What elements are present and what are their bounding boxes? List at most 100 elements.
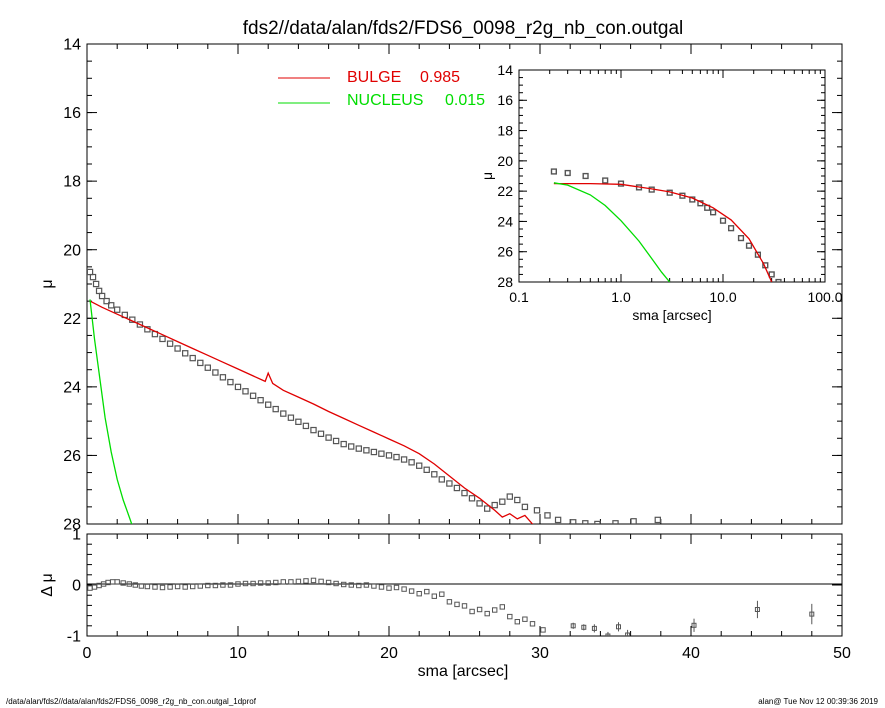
main-data-point <box>295 418 302 426</box>
main-data-point <box>272 405 279 413</box>
residual-y-axis-label: Δ μ <box>39 573 56 596</box>
main-y-tick-label: 14 <box>63 37 81 54</box>
resid-data-point <box>138 583 145 589</box>
inset-data-point <box>710 209 717 216</box>
main-data-point <box>499 498 506 505</box>
resid-data-point <box>691 622 697 628</box>
inset-data-point <box>737 234 745 242</box>
main-data-point <box>514 496 521 504</box>
inset-data-point <box>745 242 753 249</box>
resid-data-point <box>257 580 264 586</box>
main-data-point <box>95 287 103 295</box>
inset-y-tick-label: 16 <box>497 92 513 108</box>
resid-data-point <box>616 624 621 630</box>
resid-data-point <box>227 582 234 588</box>
main-y-tick-label: 28 <box>63 517 81 534</box>
inset-data-point <box>602 177 609 184</box>
resid-data-point <box>235 581 241 587</box>
residual-panel-frame <box>86 533 843 637</box>
resid-data-point <box>522 616 528 622</box>
main-y-tick-label: 26 <box>63 448 81 465</box>
inset-y-tick-label: 22 <box>497 183 513 199</box>
main-data-point <box>461 489 468 497</box>
main-data-point <box>378 450 385 457</box>
resid-data-point <box>318 578 324 585</box>
resid-data-point <box>581 624 587 630</box>
resid-x-tick-label: 10 <box>229 645 247 662</box>
main-panel: 14 16 18 20 22 24 26 28 μ <box>39 37 843 534</box>
main-data-point <box>594 520 601 524</box>
resid-data-point <box>159 584 166 591</box>
resid-data-point <box>484 610 490 617</box>
resid-y-tick-label: -1 <box>67 629 81 646</box>
main-data-point <box>630 518 637 524</box>
resid-data-point <box>114 579 120 585</box>
inset-data-point <box>550 168 558 175</box>
main-y-tick-label: 24 <box>63 379 81 396</box>
resid-data-point <box>431 593 438 599</box>
inset-x-tick-label: 100.0 <box>807 289 842 305</box>
main-data-point <box>385 452 393 459</box>
legend-nucleus-value: 0.015 <box>445 92 485 109</box>
main-data-point <box>446 480 453 487</box>
resid-data-point <box>356 582 362 589</box>
main-y-tick-label: 20 <box>63 242 81 259</box>
resid-data-point <box>280 579 287 585</box>
resid-data-point <box>393 584 400 591</box>
resid-data-point <box>605 633 611 636</box>
main-data-point <box>257 397 264 404</box>
main-data-point <box>166 340 174 347</box>
main-data-point <box>491 501 498 509</box>
resid-data-point <box>197 583 204 589</box>
residual-panel-ticks: 0 10 20 30 40 50-101 <box>67 527 851 662</box>
resid-data-point <box>386 585 392 591</box>
residual-panel: 0 10 20 30 40 50-101 Δ μ sma [arcsec] <box>39 527 851 680</box>
resid-data-point <box>454 601 460 608</box>
resid-data-point <box>144 583 151 590</box>
main-data-point <box>310 426 317 434</box>
legend-nucleus-label: NUCLEUS <box>347 92 423 109</box>
resid-data-point <box>476 606 483 613</box>
resid-x-tick-label: 20 <box>380 645 398 662</box>
inset-panel: 0.1 1.0 10.0 100.0 14 16 18 20 22 24 26 28 sma [arc… <box>479 62 843 323</box>
inset-x-axis-label: sma [arcsec] <box>632 307 711 323</box>
main-data-point <box>533 507 541 514</box>
resid-data-point <box>461 603 468 609</box>
resid-data-point <box>190 583 196 590</box>
main-data-point <box>113 306 121 313</box>
main-y-axis-label: μ <box>39 279 56 288</box>
inset-x-tick-label: 0.1 <box>509 289 529 305</box>
inset-x-tick-label: 1.0 <box>611 289 631 305</box>
main-data-point <box>569 519 577 524</box>
main-data-point <box>302 422 310 430</box>
inset-y-tick-label: 14 <box>497 62 513 78</box>
resid-data-point <box>132 582 139 588</box>
resid-data-point <box>754 607 760 612</box>
main-data-point <box>544 512 551 519</box>
resid-data-point <box>341 581 347 588</box>
inset-panel-series <box>550 168 782 282</box>
resid-x-tick-label: 40 <box>682 645 700 662</box>
main-data-point <box>227 378 234 386</box>
main-data-point <box>400 456 408 463</box>
resid-data-point <box>439 591 445 597</box>
resid-data-point <box>303 578 309 584</box>
main-data-point <box>521 503 529 511</box>
main-data-point <box>484 505 491 512</box>
main-y-tick-label: 22 <box>63 311 81 328</box>
main-data-point <box>107 302 115 309</box>
resid-data-point <box>250 580 256 587</box>
main-data-point <box>204 364 211 371</box>
resid-data-point <box>446 599 453 605</box>
resid-x-tick-label: 50 <box>833 645 851 662</box>
resid-data-point <box>120 580 126 586</box>
main-data-point <box>582 520 589 524</box>
main-data-point <box>431 471 438 478</box>
main-data-point <box>136 321 144 328</box>
main-data-point <box>287 414 295 421</box>
main-series-bulge-line <box>89 300 534 524</box>
resid-data-point <box>288 579 294 585</box>
main-data-point <box>332 437 340 445</box>
resid-x-tick-label: 0 <box>83 645 92 662</box>
